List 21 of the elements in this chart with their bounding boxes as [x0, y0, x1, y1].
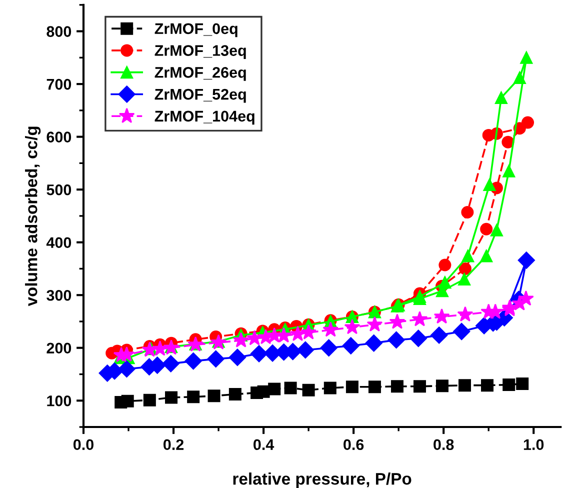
- legend-label: ZrMOF_0eq: [154, 23, 238, 38]
- x-tick-label: 0.8: [434, 439, 454, 450]
- y-axis-title: volume adsorbed, cc/g: [25, 126, 41, 306]
- y-tick-label: 300: [46, 290, 72, 301]
- y-tick-label: 800: [46, 26, 72, 37]
- y-tick-label: 100: [47, 395, 72, 406]
- legend-label: ZrMOF_13eq: [154, 45, 246, 59]
- y-tick-label: 600: [46, 132, 72, 142]
- y-tick-label: 200: [46, 342, 72, 354]
- x-axis-title: relative pressure, P/Po: [233, 472, 412, 488]
- legend-label: ZrMOF_104eq: [154, 110, 254, 125]
- x-tick-label: 0.2: [164, 439, 184, 450]
- x-tick-label: 0.6: [344, 439, 364, 450]
- y-tick-label: 700: [46, 78, 72, 90]
- y-tick-label: 500: [46, 184, 72, 196]
- legend-label: ZrMOF_26eq: [154, 67, 246, 81]
- legend-label: ZrMOF_52eq: [154, 88, 246, 103]
- x-tick-label: 1.0: [524, 439, 544, 450]
- x-tick-label: 0.0: [73, 439, 94, 450]
- y-tick-label: 400: [46, 237, 72, 248]
- x-tick-label: 0.4: [254, 439, 274, 450]
